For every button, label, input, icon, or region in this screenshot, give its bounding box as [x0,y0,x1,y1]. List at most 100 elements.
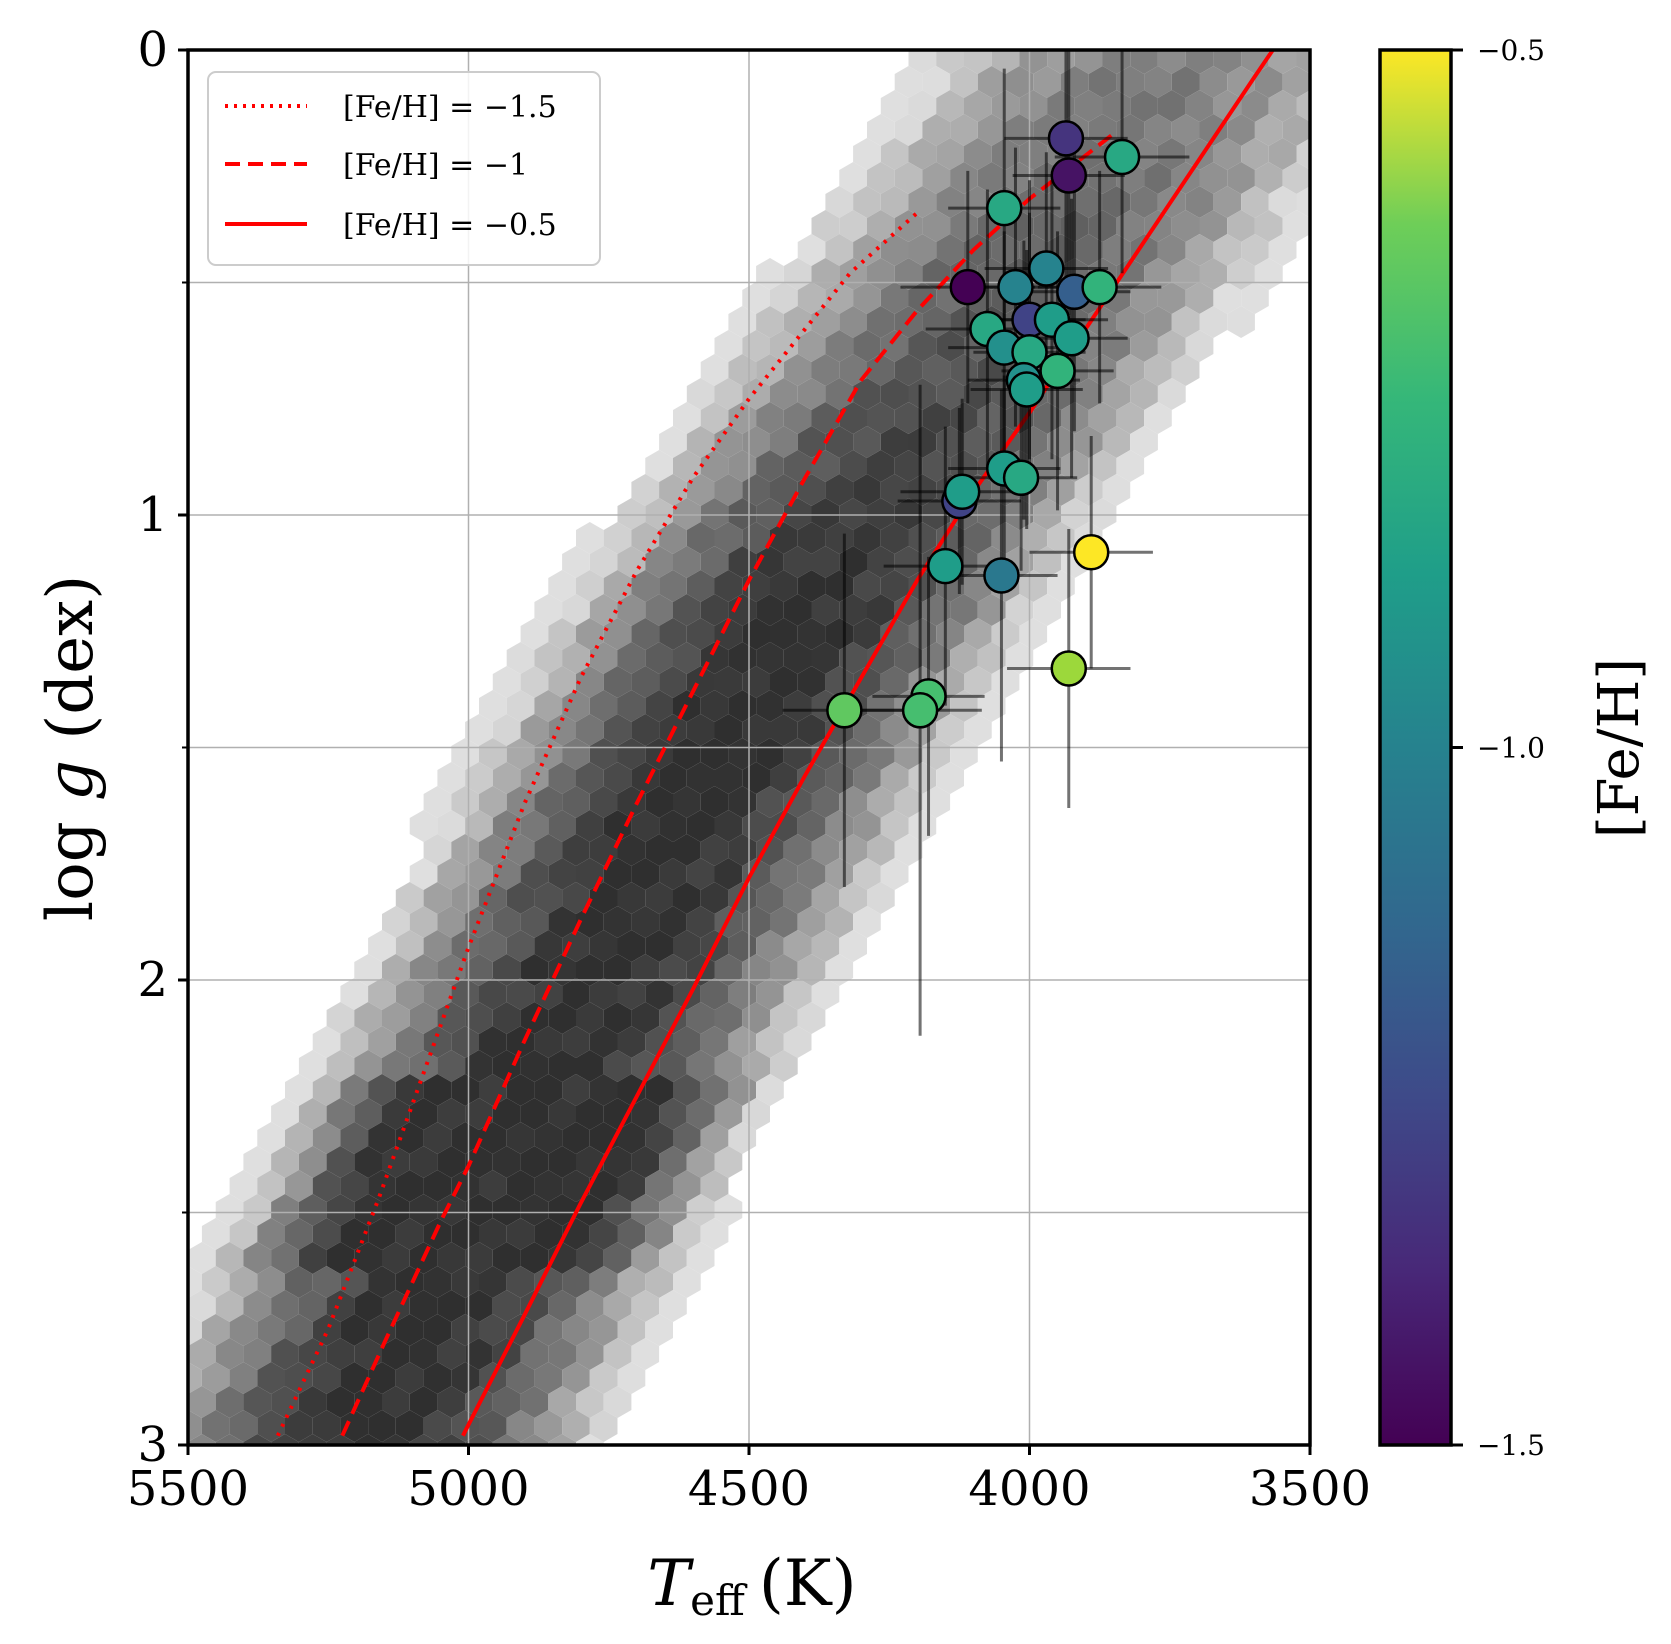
hex-cell [617,594,646,626]
hex-cell [437,1434,466,1445]
hex-cell [770,810,798,842]
hex-cell [1088,210,1117,242]
hex-cell [714,1146,743,1178]
hex-cell [229,1362,258,1394]
hex-cell [880,810,909,842]
hex-cell [673,834,701,866]
hex-cell [1088,402,1117,434]
hex-cell [534,1362,563,1394]
hex-cell [534,930,563,962]
hex-cell [257,1170,285,1202]
hex-cell [520,1338,549,1370]
hex-cell [506,642,535,674]
colorbar-tick-label: −0.5 [1477,34,1545,67]
hex-cell [520,858,549,890]
star-marker [1053,320,1090,357]
hex-cell [326,1098,355,1130]
hex-cell [1172,18,1200,50]
hex-cell [853,858,881,890]
hex-cell [243,1194,272,1226]
hex-cell [1171,114,1200,146]
hex-cell [354,1434,382,1445]
hex-cell [1116,402,1145,434]
hex-cell [1185,50,1214,74]
hex-cell [631,666,660,698]
hex-cell [340,1458,368,1490]
hex-cell [451,1026,479,1058]
star-marker [826,692,863,729]
hex-cell [853,234,881,266]
hex-cell [617,738,646,770]
hex-cell [1088,450,1117,482]
colorbar-gradient [1378,48,1453,1447]
hex-cell [659,1098,687,1130]
hex-cell [894,402,923,434]
hex-cell [1130,234,1158,266]
hex-cell [1213,282,1242,314]
hex-cell [312,1026,341,1058]
hex-cell [1130,50,1158,74]
hex-cell [645,1314,673,1346]
hex-cell [1130,90,1158,122]
hex-cell [589,1074,618,1106]
hex-cell [797,378,826,410]
hex-cell [700,594,729,626]
hex-cell [714,714,743,746]
hex-cell [1213,186,1242,218]
hex-cell [437,1146,466,1178]
hex-cell [1268,138,1297,170]
hex-cell [188,1266,202,1298]
hex-cell [492,810,521,842]
y-axis: 0 1 2 3 [137,22,188,1473]
hex-cell [631,954,660,986]
star-marker [1103,138,1141,176]
hex-cell [1283,18,1311,50]
hex-cell [825,474,854,506]
hex-cell [1227,18,1255,50]
hex-cell [1074,474,1103,506]
hex-cell [603,1242,632,1274]
hex-cell [188,1338,216,1370]
hex-cell [312,1074,341,1106]
hex-cell [548,858,576,890]
hex-cell [783,882,812,914]
hex-cell [1005,642,1034,674]
hex-cell [1130,186,1158,218]
hex-cell [465,762,493,794]
hex-cell [506,786,535,818]
hex-cell [271,1242,299,1274]
hex-cell [589,738,618,770]
hex-cell [1227,114,1255,146]
hex-cell [1199,306,1228,338]
hex-cell [409,1146,438,1178]
hex-cell [534,882,563,914]
hex-cell [257,1362,285,1394]
hex-cell [714,570,743,602]
hex-cell [853,618,881,650]
y-axis-title: log g (dex) [34,575,108,922]
hex-cell [257,1218,285,1250]
hex-cell [811,498,840,530]
hex-cell [659,1242,687,1274]
hex-cell [465,1002,493,1034]
hex-cell [756,498,784,530]
hex-cell [783,546,812,578]
hex-cell [853,330,881,362]
hex-cell [714,330,743,362]
hex-cell [853,666,881,698]
hex-cell [853,186,881,218]
hex-cell [1213,50,1242,74]
hex-cell [395,1362,424,1394]
hex-cell [506,1170,535,1202]
hex-cell [894,450,923,482]
hex-cell [409,1434,438,1445]
hex-cell [1074,426,1103,458]
hex-cell [1171,66,1200,98]
hex-cell [714,954,743,986]
hex-cell [534,1218,563,1250]
hex-cell [1088,66,1117,98]
hex-cell [146,1362,174,1394]
hex-cell [1005,66,1034,98]
hex-cell [686,474,715,506]
hex-cell [534,1410,563,1442]
